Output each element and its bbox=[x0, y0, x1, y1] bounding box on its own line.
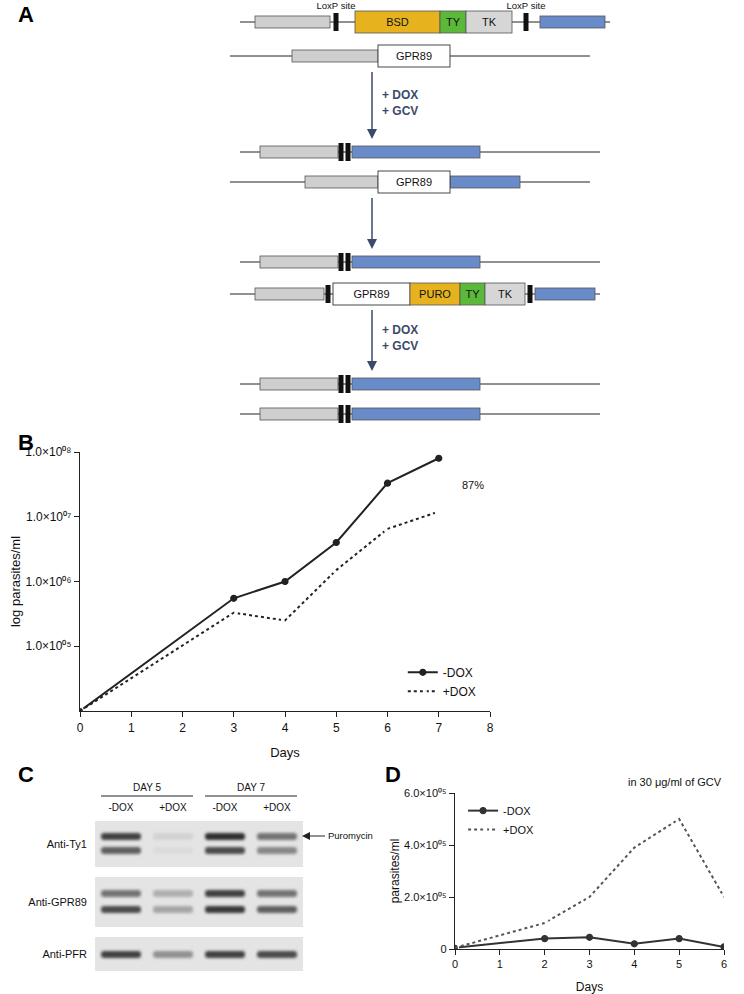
svg-text:1.0×10⁰⁷: 1.0×10⁰⁷ bbox=[26, 510, 71, 524]
svg-text:4: 4 bbox=[631, 958, 637, 970]
svg-text:2: 2 bbox=[179, 721, 186, 735]
html-text:D: D bbox=[385, 762, 401, 787]
svg-text:-DOX: -DOX bbox=[109, 802, 134, 813]
svg-text:-DOX: -DOX bbox=[213, 802, 238, 813]
svg-text:TY: TY bbox=[465, 288, 480, 300]
svg-text:PURO: PURO bbox=[419, 288, 451, 300]
svg-text:5: 5 bbox=[676, 958, 682, 970]
svg-text:6: 6 bbox=[721, 958, 727, 970]
svg-text:log parasites/ml: log parasites/ml bbox=[8, 536, 23, 627]
svg-text:parasites/ml: parasites/ml bbox=[388, 839, 402, 904]
svg-text:87%: 87% bbox=[462, 479, 484, 491]
svg-text:Days: Days bbox=[576, 980, 603, 994]
svg-text:TK: TK bbox=[482, 16, 497, 28]
html-text:C: C bbox=[18, 762, 34, 787]
svg-text:+ GCV: + GCV bbox=[382, 104, 418, 118]
svg-text:LoxP site: LoxP site bbox=[317, 0, 356, 11]
html-text:B: B bbox=[18, 430, 34, 455]
svg-text:GPR89: GPR89 bbox=[353, 288, 389, 300]
svg-text:3: 3 bbox=[230, 721, 237, 735]
svg-text:1: 1 bbox=[128, 721, 135, 735]
svg-text:1.0×10⁰⁸: 1.0×10⁰⁸ bbox=[25, 445, 72, 460]
svg-text:4: 4 bbox=[282, 721, 289, 735]
svg-text:7: 7 bbox=[435, 721, 442, 735]
svg-text:Anti-PFR: Anti-PFR bbox=[42, 948, 87, 960]
svg-text:DAY 5: DAY 5 bbox=[133, 782, 161, 793]
svg-text:1.0×10⁰⁵: 1.0×10⁰⁵ bbox=[25, 639, 71, 653]
svg-text:Anti-GPR89: Anti-GPR89 bbox=[28, 896, 87, 908]
svg-text:2: 2 bbox=[542, 958, 548, 970]
svg-text:0: 0 bbox=[440, 943, 446, 955]
svg-text:+DOX: +DOX bbox=[503, 824, 534, 836]
svg-text:2.0×10⁰⁵: 2.0×10⁰⁵ bbox=[404, 891, 447, 903]
svg-text:-DOX: -DOX bbox=[443, 666, 473, 680]
svg-text:Days: Days bbox=[270, 745, 300, 760]
svg-text:4.0×10⁰⁵: 4.0×10⁰⁵ bbox=[404, 839, 447, 851]
svg-text:8: 8 bbox=[487, 721, 494, 735]
svg-text:-DOX: -DOX bbox=[503, 805, 531, 817]
svg-text:DAY 7: DAY 7 bbox=[237, 782, 265, 793]
svg-text:+ GCV: + GCV bbox=[382, 339, 418, 353]
svg-text:0: 0 bbox=[452, 958, 458, 970]
html-text:A: A bbox=[18, 2, 34, 27]
svg-text:0: 0 bbox=[77, 721, 84, 735]
svg-text:TY: TY bbox=[446, 16, 461, 28]
svg-text:in 30 μg/ml of GCV: in 30 μg/ml of GCV bbox=[628, 776, 722, 788]
svg-text:Puromycin: Puromycin bbox=[328, 830, 373, 841]
svg-text:6: 6 bbox=[384, 721, 391, 735]
svg-text:1: 1 bbox=[497, 958, 503, 970]
svg-text:+DOX: +DOX bbox=[263, 802, 291, 813]
svg-text:GPR89: GPR89 bbox=[396, 176, 432, 188]
svg-text:GPR89: GPR89 bbox=[396, 50, 432, 62]
svg-text:+DOX: +DOX bbox=[159, 802, 187, 813]
svg-text:+ DOX: + DOX bbox=[382, 88, 418, 102]
svg-text:+DOX: +DOX bbox=[443, 685, 476, 699]
svg-text:5: 5 bbox=[333, 721, 340, 735]
svg-text:Anti-Ty1: Anti-Ty1 bbox=[47, 838, 87, 850]
svg-text:3: 3 bbox=[586, 958, 592, 970]
svg-text:LoxP site: LoxP site bbox=[507, 0, 546, 11]
svg-text:6.0×10⁰⁵: 6.0×10⁰⁵ bbox=[404, 787, 447, 799]
svg-text:+ DOX: + DOX bbox=[382, 323, 418, 337]
svg-text:TK: TK bbox=[498, 288, 513, 300]
svg-text:BSD: BSD bbox=[386, 16, 409, 28]
svg-text:1.0×10⁰⁶: 1.0×10⁰⁶ bbox=[25, 575, 71, 589]
